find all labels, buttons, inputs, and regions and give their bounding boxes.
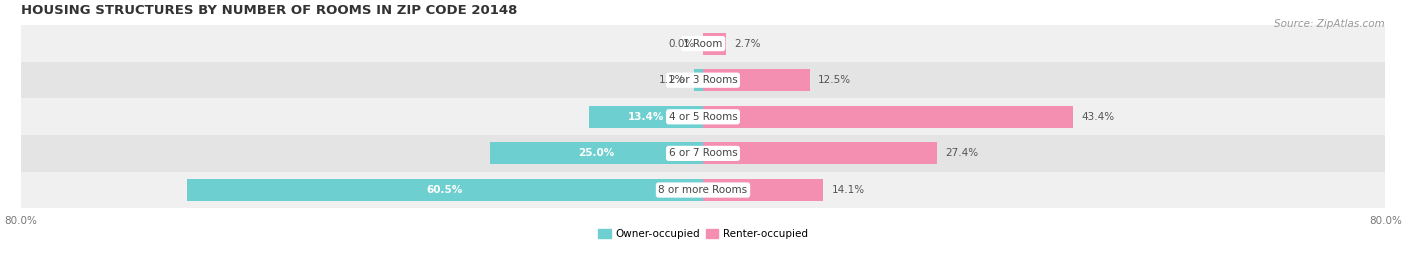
Bar	[21, 98, 1385, 135]
Text: HOUSING STRUCTURES BY NUMBER OF ROOMS IN ZIP CODE 20148: HOUSING STRUCTURES BY NUMBER OF ROOMS IN…	[21, 4, 517, 17]
Text: 1.1%: 1.1%	[658, 75, 685, 85]
Text: 0.0%: 0.0%	[668, 38, 695, 49]
Text: 60.5%: 60.5%	[427, 185, 463, 195]
Text: 12.5%: 12.5%	[818, 75, 851, 85]
Text: Source: ZipAtlas.com: Source: ZipAtlas.com	[1274, 19, 1385, 29]
Bar	[489, 142, 703, 164]
Bar	[187, 179, 703, 201]
Bar	[703, 33, 725, 55]
Bar	[703, 69, 810, 91]
Text: 1 Room: 1 Room	[683, 38, 723, 49]
Text: 25.0%: 25.0%	[578, 148, 614, 158]
Bar	[21, 135, 1385, 172]
Bar	[703, 179, 824, 201]
Bar	[21, 25, 1385, 62]
Bar	[589, 106, 703, 128]
Bar	[703, 142, 936, 164]
Text: 2 or 3 Rooms: 2 or 3 Rooms	[669, 75, 737, 85]
Bar	[703, 106, 1073, 128]
Text: 8 or more Rooms: 8 or more Rooms	[658, 185, 748, 195]
Text: 43.4%: 43.4%	[1081, 112, 1115, 122]
Text: 13.4%: 13.4%	[627, 112, 664, 122]
Bar	[21, 172, 1385, 208]
Text: 27.4%: 27.4%	[945, 148, 979, 158]
Text: 14.1%: 14.1%	[832, 185, 865, 195]
Text: 4 or 5 Rooms: 4 or 5 Rooms	[669, 112, 737, 122]
Bar	[693, 69, 703, 91]
Text: 6 or 7 Rooms: 6 or 7 Rooms	[669, 148, 737, 158]
Bar	[21, 62, 1385, 98]
Text: 2.7%: 2.7%	[734, 38, 761, 49]
Legend: Owner-occupied, Renter-occupied: Owner-occupied, Renter-occupied	[595, 225, 811, 243]
